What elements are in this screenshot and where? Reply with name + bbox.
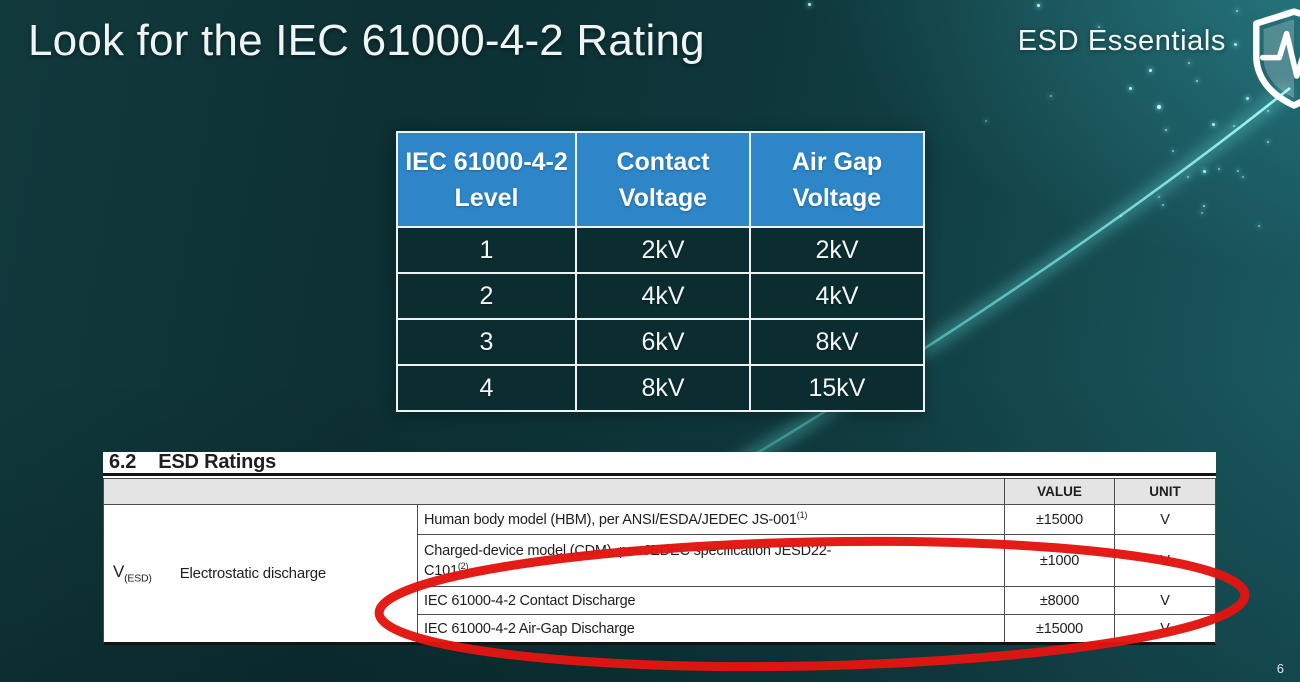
- level-column-header: IEC 61000-4-2 Level: [398, 133, 575, 226]
- air-gap-voltage-column-header: Air Gap Voltage: [751, 133, 923, 226]
- air-gap-voltage-cell: 4kV: [751, 274, 923, 318]
- cdm-value-cell: ±1000: [1004, 534, 1114, 586]
- contact-voltage-cell: 8kV: [577, 366, 749, 410]
- page-number: 6: [1276, 661, 1284, 676]
- iec-61000-4-2-level-table: IEC 61000-4-2 Level Contact Voltage Air …: [396, 131, 925, 412]
- value-column-header: VALUE: [1004, 479, 1114, 504]
- contact-voltage-cell: 2kV: [577, 228, 749, 272]
- brand-name: ESD Essentials: [1017, 25, 1226, 57]
- level-cell: 2: [398, 274, 575, 318]
- header-empty-cell: [104, 479, 1004, 504]
- esd-ratings-table: VALUE UNIT V(ESD) Electrostatic discharg…: [103, 478, 1216, 645]
- level-cell: 3: [398, 320, 575, 364]
- iec-airgap-value-cell: ±15000: [1004, 614, 1114, 642]
- parameter-name: Electrostatic discharge: [179, 565, 327, 582]
- hbm-unit-cell: V: [1114, 504, 1215, 534]
- header-line: Air Gap: [791, 147, 883, 176]
- air-gap-voltage-cell: 8kV: [751, 320, 923, 364]
- header-line: Voltage: [792, 183, 882, 212]
- cdm-row-description: Charged-device model (CDM), per JEDEC sp…: [417, 534, 1004, 586]
- iec-contact-value-cell: ±8000: [1004, 586, 1114, 614]
- slide-title: Look for the IEC 61000-4-2 Rating: [28, 16, 705, 65]
- hbm-row-description: Human body model (HBM), per ANSI/ESDA/JE…: [417, 504, 1004, 534]
- level-cell: 1: [398, 228, 575, 272]
- section-number: 6.2: [109, 451, 137, 473]
- contact-voltage-cell: 6kV: [577, 320, 749, 364]
- shield-pulse-icon: [1253, 8, 1300, 109]
- header-line: Level: [454, 183, 519, 212]
- contact-voltage-column-header: Contact Voltage: [577, 133, 749, 226]
- unit-column-header: UNIT: [1114, 479, 1215, 504]
- header-line: IEC 61000-4-2: [405, 147, 568, 176]
- contact-voltage-cell: 4kV: [577, 274, 749, 318]
- air-gap-voltage-cell: 2kV: [751, 228, 923, 272]
- level-cell: 4: [398, 366, 575, 410]
- header-line: Contact: [616, 147, 710, 176]
- header-line: Voltage: [618, 183, 708, 212]
- cdm-unit-cell: V: [1114, 534, 1215, 586]
- section-title: ESD Ratings: [158, 451, 277, 473]
- iec-contact-unit-cell: V: [1114, 586, 1215, 614]
- iec-airgap-unit-cell: V: [1114, 614, 1215, 642]
- iec-airgap-row-description: IEC 61000-4-2 Air-Gap Discharge: [417, 614, 1004, 642]
- hbm-value-cell: ±15000: [1004, 504, 1114, 534]
- datasheet-section-heading: 6.2 ESD Ratings: [103, 451, 1216, 476]
- iec-contact-row-description: IEC 61000-4-2 Contact Discharge: [417, 586, 1004, 614]
- air-gap-voltage-cell: 15kV: [751, 366, 923, 410]
- symbol-parameter-cell: V(ESD) Electrostatic discharge: [104, 504, 417, 642]
- symbol: V(ESD): [113, 562, 152, 585]
- datasheet-excerpt: 6.2 ESD Ratings VALUE UNIT V(ESD) Electr…: [103, 451, 1216, 645]
